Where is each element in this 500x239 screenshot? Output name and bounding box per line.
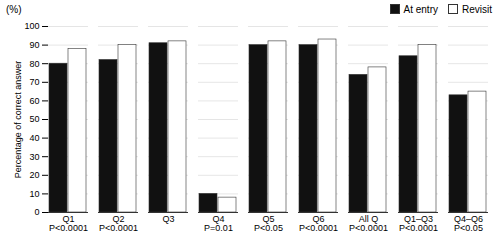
svg-text:Q4–Q6P<0.05: Q4–Q6P<0.05 xyxy=(454,214,483,233)
svg-text:Q6P<0.0001: Q6P<0.0001 xyxy=(299,214,338,233)
svg-text:Q1P<0.0001: Q1P<0.0001 xyxy=(49,214,88,233)
svg-text:Q2P<0.0001: Q2P<0.0001 xyxy=(99,214,138,233)
svg-text:20: 20 xyxy=(29,170,39,180)
svg-text:70: 70 xyxy=(29,77,39,87)
svg-text:Q1–Q3P<0.0001: Q1–Q3P<0.0001 xyxy=(399,214,438,233)
svg-text:40: 40 xyxy=(29,133,39,143)
svg-text:Percentage of correct answer: Percentage of correct answer xyxy=(13,61,23,179)
svg-text:80: 80 xyxy=(29,59,39,69)
svg-text:Q4P=0.01: Q4P=0.01 xyxy=(204,214,233,233)
svg-text:60: 60 xyxy=(29,96,39,106)
html-text:Revisit: Revisit xyxy=(462,3,492,15)
svg-text:0: 0 xyxy=(34,207,39,217)
html-text:At entry: At entry xyxy=(403,3,438,15)
svg-text:100: 100 xyxy=(24,21,39,31)
svg-text:Q3: Q3 xyxy=(162,214,174,224)
svg-text:30: 30 xyxy=(29,152,39,162)
svg-text:All QP<0.0001: All QP<0.0001 xyxy=(349,214,388,233)
svg-text:10: 10 xyxy=(29,189,39,199)
svg-text:Q5P<0.05: Q5P<0.05 xyxy=(254,214,283,233)
svg-text:50: 50 xyxy=(29,114,39,124)
svg-text:90: 90 xyxy=(29,40,39,50)
